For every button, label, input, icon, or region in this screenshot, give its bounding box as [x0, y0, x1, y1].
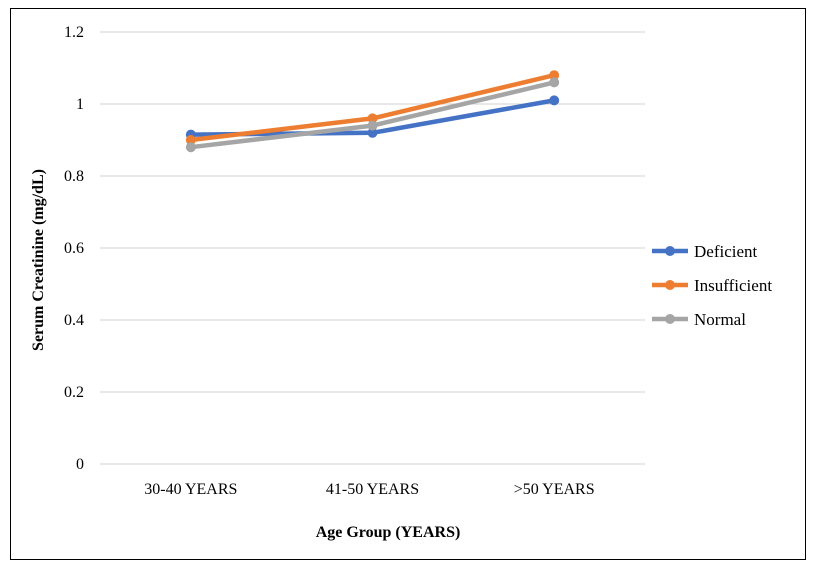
data-point-normal: [367, 120, 378, 131]
x-axis-title: Age Group (YEARS): [316, 524, 461, 541]
data-point-insufficient: [185, 135, 196, 145]
legend-marker: [665, 314, 675, 324]
data-point-deficient: [367, 127, 378, 138]
data-point-insufficient: [549, 70, 560, 81]
y-tick-label: 0.8: [64, 168, 84, 185]
legend-label-insufficient: Insufficient: [694, 276, 772, 295]
x-tick-labels: 30-40 YEARS 41-50 YEARS >50 YEARS: [144, 481, 594, 498]
legend-marker: [665, 246, 675, 256]
data-point-normal: [549, 77, 560, 88]
y-tick-label: 0.4: [64, 312, 84, 329]
y-tick-label: 0.2: [64, 384, 84, 401]
y-tick-label: 0.6: [64, 240, 84, 257]
series-lines: [185, 70, 560, 153]
y-tick-labels: 0 0.2 0.4 0.6 0.8 1 1.2: [64, 24, 84, 473]
data-point-deficient: [549, 95, 560, 106]
data-point-normal: [185, 142, 196, 153]
legend-label-deficient: Deficient: [694, 242, 758, 261]
y-tick-label: 1.2: [64, 24, 84, 41]
legend: Deficient Insufficient Normal: [652, 242, 772, 329]
x-tick-label: 41-50 YEARS: [326, 481, 419, 498]
legend-marker: [665, 280, 675, 290]
data-point-insufficient: [367, 113, 378, 124]
y-tick-label: 1: [76, 96, 84, 113]
legend-label-normal: Normal: [694, 310, 746, 329]
y-axis-title: Serum Creatinine (mg/dL): [30, 169, 47, 351]
gridlines: [100, 31, 645, 465]
x-tick-label: 30-40 YEARS: [144, 481, 237, 498]
x-tick-label: >50 YEARS: [514, 481, 595, 498]
y-tick-label: 0: [76, 456, 84, 473]
